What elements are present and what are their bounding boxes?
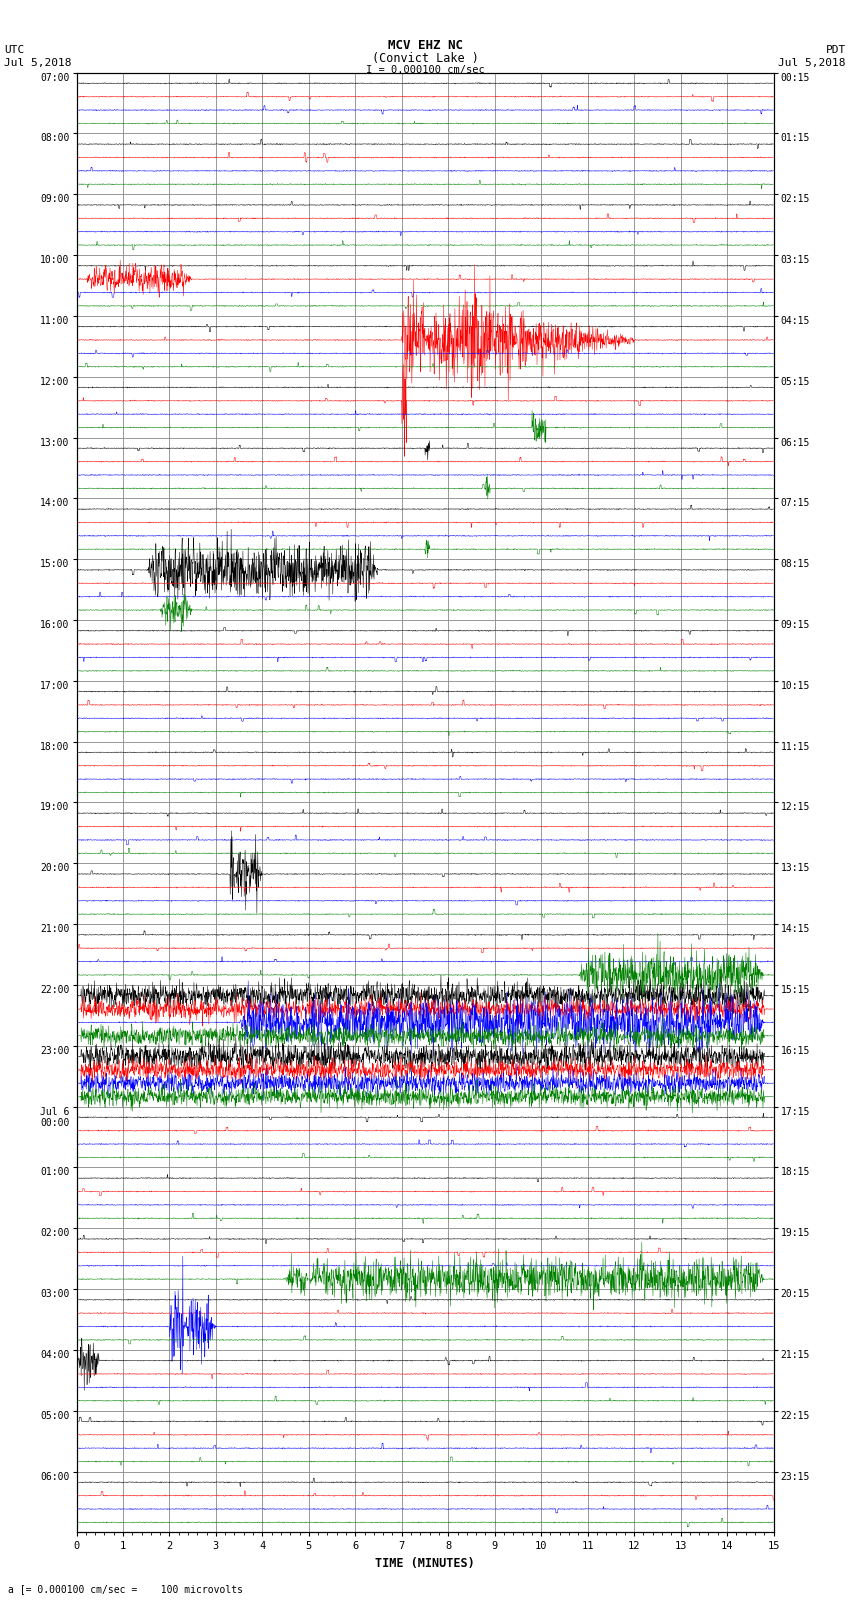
Text: Jul 5,2018: Jul 5,2018 [779,58,846,68]
Text: MCV EHZ NC: MCV EHZ NC [388,39,462,52]
Text: PDT: PDT [825,45,846,55]
Text: UTC: UTC [4,45,25,55]
X-axis label: TIME (MINUTES): TIME (MINUTES) [375,1557,475,1569]
Text: a [= 0.000100 cm/sec =    100 microvolts: a [= 0.000100 cm/sec = 100 microvolts [8,1584,243,1594]
Text: (Convict Lake ): (Convict Lake ) [371,52,479,65]
Text: Jul 5,2018: Jul 5,2018 [4,58,71,68]
Text: I = 0.000100 cm/sec: I = 0.000100 cm/sec [366,65,484,74]
